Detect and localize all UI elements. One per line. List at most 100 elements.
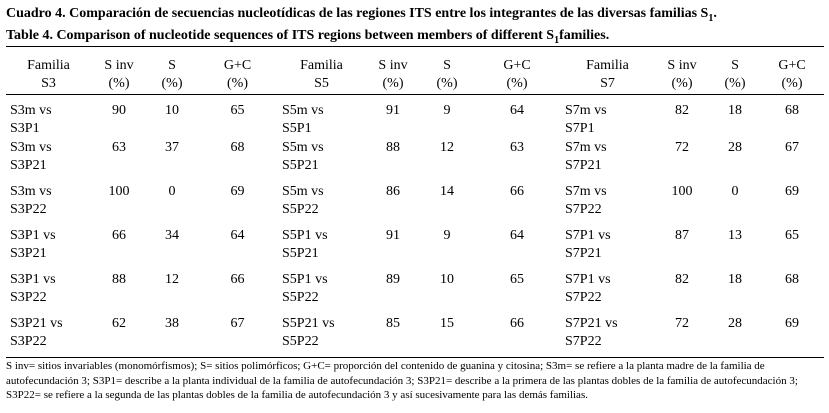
header-sinv-line-1: S inv [667,58,697,73]
header-gc-line-2: (%) [227,76,248,91]
s-cell: 0 [168,184,176,199]
pair-line-2: S7P1 [565,121,595,136]
gc-cell: 68 [785,272,799,287]
header-family-line-2: S5 [314,76,329,91]
sinv-cell: 72 [675,140,689,155]
pair-line-1: S7m vs [565,103,607,118]
pair-line-2: S3P21 [10,158,47,173]
gc-cell: 65 [510,272,524,287]
sinv-cell: 89 [386,272,400,287]
sinv-cell: 91 [386,103,400,118]
header-family-line-1: Familia [300,58,343,73]
pair-line-2: S3P21 [10,246,47,261]
caption-es-subscript: 1 [708,12,714,24]
table-footnote: S inv= sitios invariables (monomórfismos… [6,360,798,401]
header-s-g3: S (%) [710,57,760,95]
s-cell: 12 [165,272,179,287]
gc-cell: 68 [230,140,245,155]
sinv-cell: 87 [675,228,689,243]
pair-line-2: S5P22 [282,290,319,305]
pair-cell: S3m vs S3P22 [6,183,91,227]
sinv-cell: 100 [108,184,130,199]
gc-cell: 66 [510,316,524,331]
gc-cell: 69 [785,316,799,331]
table-row: S3P21 vs S3P22 62 38 67 S5P21 vs S5P22 85 15 66 S7… [6,315,824,359]
pair-line-1: S3P1 vs [10,228,56,243]
sinv-cell: 91 [386,228,400,243]
pair-line-2: S3P22 [10,290,47,305]
gc-cell: 65 [785,228,799,243]
pair-line-2: S7P22 [565,334,602,349]
caption-en-suffix: families. [559,27,610,43]
caption-es-suffix: . [713,6,717,21]
pair-line-1: S3m vs [10,103,52,118]
table-row: S3m vs S3P1 90 10 65 S5m vs S5P1 91 9 64 S7m vs S7P… [6,95,824,139]
caption-en-text: Table 4. Comparison of nucleotide sequen… [6,27,555,43]
sinv-cell: 63 [112,140,126,155]
gc-cell: 69 [230,184,245,199]
pair-cell: S7m vs S7P22 [561,183,654,227]
header-gc-line-2: (%) [781,76,803,91]
pair-line-2: S5P1 [282,121,312,136]
gc-cell: 65 [230,103,245,118]
sinv-cell: 66 [112,228,126,243]
s-cell: 0 [731,184,739,199]
pair-cell: S3P1 vs S3P22 [6,271,91,315]
pair-cell: S3m vs S3P21 [6,139,91,183]
gc-cell: 68 [785,103,799,118]
header-gc-g2: G+C (%) [473,57,561,95]
sinv-cell: 72 [675,316,689,331]
pair-line-2: S7P21 [565,246,602,261]
header-sinv-g2: S inv (%) [365,57,421,95]
pair-line-2: S7P21 [565,158,602,173]
pair-cell: S7P1 vs S7P22 [561,271,654,315]
header-s-line-1: S [168,58,176,73]
pair-line-1: S5P1 vs [282,228,328,243]
header-family-g3: Familia S7 [561,57,654,95]
pair-cell: S7m vs S7P1 [561,95,654,139]
table-row: S3m vs S3P21 63 37 68 S5m vs S5P21 88 12 63 S7m vs… [6,139,824,183]
pair-line-1: S7m vs [565,140,607,155]
s-cell: 18 [728,272,742,287]
comparison-table: Familia S3 S inv (%) S (%) G+C (%) Familia S5 S in… [6,57,824,359]
header-family-line-1: Familia [586,58,629,73]
pair-line-2: S5P22 [282,334,319,349]
pair-cell: S5m vs S5P21 [278,139,365,183]
gc-cell: 64 [510,103,524,118]
header-sinv-g1: S inv (%) [91,57,147,95]
header-sinv-line-1: S inv [378,58,408,73]
gc-cell: 67 [230,316,245,331]
sinv-cell: 82 [675,103,689,118]
pair-cell: S3P21 vs S3P22 [6,315,91,359]
pair-line-2: S5P21 [282,246,319,261]
table-row: S3P1 vs S3P22 88 12 66 S5P1 vs S5P22 89 10 65 S7P1… [6,271,824,315]
pair-line-1: S3m vs [10,140,52,155]
s-cell: 34 [165,228,179,243]
s-cell: 9 [443,103,451,118]
header-family-line-2: S7 [600,76,615,91]
header-sinv-g3: S inv (%) [654,57,710,95]
s-cell: 15 [440,316,454,331]
pair-line-1: S5m vs [282,184,324,199]
pair-cell: S3P1 vs S3P21 [6,227,91,271]
s-cell: 10 [440,272,454,287]
header-s-g2: S (%) [421,57,473,95]
s-cell: 12 [440,140,454,155]
table-row: S3m vs S3P22 100 0 69 S5m vs S5P22 86 14 66 S7m vs… [6,183,824,227]
header-s-line-2: (%) [724,76,746,91]
pair-cell: S5m vs S5P1 [278,95,365,139]
header-family-g1: Familia S3 [6,57,91,95]
pair-line-1: S7P1 vs [565,228,611,243]
header-gc-g3: G+C (%) [760,57,824,95]
table-caption: Cuadro 4. Comparación de secuencias nucl… [6,5,824,49]
caption-spanish: Cuadro 4. Comparación de secuencias nucl… [6,5,824,27]
s-cell: 14 [440,184,454,199]
pair-line-2: S3P22 [10,202,47,217]
header-s-line-1: S [443,58,451,73]
s-cell: 13 [728,228,742,243]
s-cell: 9 [443,228,451,243]
s-cell: 18 [728,103,742,118]
s-cell: 28 [728,140,742,155]
pair-cell: S7m vs S7P21 [561,139,654,183]
pair-line-1: S5m vs [282,140,324,155]
